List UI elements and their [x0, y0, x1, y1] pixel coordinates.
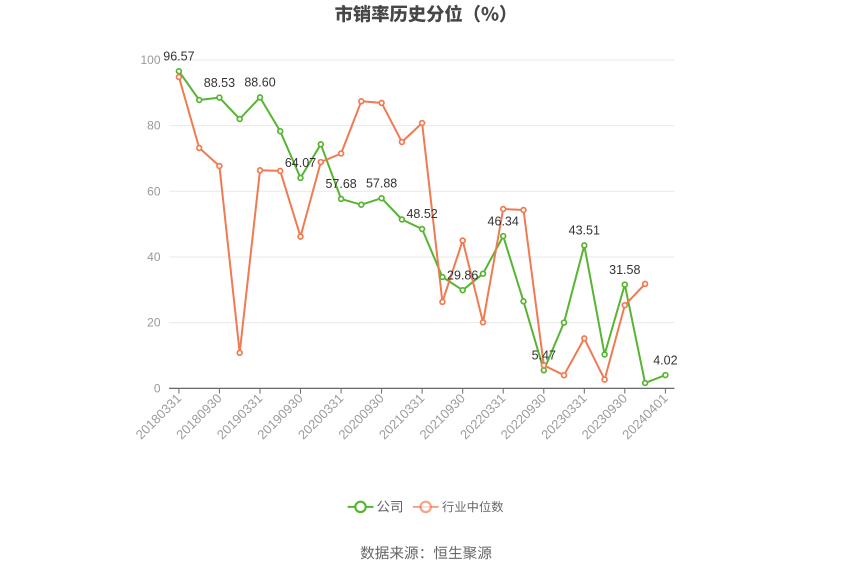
svg-text:57.88: 57.88	[366, 176, 397, 190]
svg-text:60: 60	[147, 184, 161, 198]
svg-text:20: 20	[147, 316, 161, 330]
svg-text:57.68: 57.68	[325, 177, 356, 191]
svg-text:46.34: 46.34	[488, 214, 519, 228]
svg-text:88.53: 88.53	[204, 76, 235, 90]
svg-text:96.57: 96.57	[163, 49, 194, 63]
svg-text:29.86: 29.86	[447, 268, 478, 282]
svg-text:43.51: 43.51	[569, 224, 600, 238]
svg-text:88.60: 88.60	[244, 76, 275, 90]
svg-text:0: 0	[154, 381, 161, 395]
svg-text:4.02: 4.02	[653, 353, 677, 367]
svg-text:100: 100	[140, 53, 160, 67]
svg-text:64.07: 64.07	[285, 156, 316, 170]
svg-text:31.58: 31.58	[609, 263, 640, 277]
svg-text:5.47: 5.47	[532, 349, 556, 363]
svg-text:40: 40	[147, 250, 161, 264]
svg-text:48.52: 48.52	[406, 207, 437, 221]
svg-text:80: 80	[147, 119, 161, 133]
